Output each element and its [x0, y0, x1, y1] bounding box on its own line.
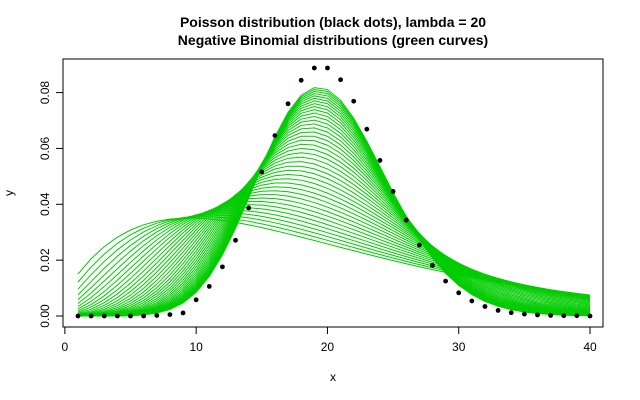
poisson-point	[574, 313, 580, 319]
negbinom-curve	[77, 173, 591, 316]
negbinom-curve	[77, 115, 591, 317]
x-axis-label: x	[330, 370, 336, 384]
negbinom-curve	[77, 131, 591, 317]
negbinom-curve	[77, 152, 591, 317]
y-tick-label: 0.08	[38, 81, 52, 105]
poisson-point	[508, 310, 514, 316]
poisson-point	[101, 313, 107, 319]
x-tick-label: 0	[62, 340, 69, 354]
negbinom-curve	[77, 165, 591, 317]
x-tick-label: 10	[189, 340, 203, 354]
poisson-point	[154, 313, 160, 318]
poisson-point	[285, 101, 291, 107]
chart-title: Poisson distribution (black dots), lambd…	[180, 14, 486, 30]
poisson-point	[233, 237, 238, 243]
negbinom-curve	[77, 123, 591, 317]
poisson-point	[311, 65, 317, 71]
poisson-point	[338, 77, 343, 83]
poisson-points	[75, 65, 593, 319]
y-tick-label: 0.06	[38, 136, 52, 160]
poisson-point	[206, 284, 212, 289]
poisson-point	[128, 313, 133, 319]
poisson-point	[443, 278, 448, 284]
poisson-point	[390, 189, 396, 194]
y-axis-label: y	[2, 190, 16, 196]
negbinom-curve	[77, 143, 591, 317]
negbinom-curve	[77, 156, 591, 317]
x-tick-label: 30	[452, 340, 466, 354]
poisson-point	[403, 217, 409, 223]
poisson-point	[587, 313, 593, 319]
poisson-point	[495, 308, 501, 313]
negbinom-curve	[77, 127, 591, 317]
poisson-point	[456, 290, 462, 296]
negbinom-curve	[77, 161, 591, 317]
poisson-point	[193, 297, 199, 303]
poisson-point	[272, 133, 278, 138]
poisson-point	[521, 311, 527, 317]
negbinom-curve	[77, 178, 591, 316]
negbinom-curve	[77, 169, 591, 317]
poisson-point	[469, 298, 475, 304]
poisson-point	[325, 65, 330, 71]
negbinom-curves	[77, 87, 591, 317]
negbinom-curve	[77, 135, 591, 317]
poisson-point	[430, 263, 435, 268]
poisson-point	[364, 126, 370, 132]
poisson-point	[75, 313, 81, 319]
poisson-point	[548, 313, 554, 318]
poisson-point	[561, 313, 567, 319]
poisson-point	[88, 313, 94, 319]
poisson-point	[416, 242, 422, 248]
negbinom-curve	[77, 186, 591, 315]
y-tick-label: 0.04	[38, 192, 52, 216]
negbinom-curve	[77, 139, 591, 317]
poisson-point	[298, 77, 304, 83]
poisson-point	[482, 304, 488, 309]
poisson-point	[141, 313, 147, 319]
y-axis: 0.00 0.02 0.04 0.06 0.08	[38, 81, 64, 328]
negbinom-curve	[77, 103, 591, 317]
negbinom-curve	[77, 109, 591, 317]
poisson-point	[259, 169, 265, 175]
x-axis: 0 10 20 30 40	[62, 326, 597, 354]
poisson-point	[351, 98, 357, 104]
y-tick-label: 0.00	[38, 304, 52, 328]
negbinom-curve	[78, 87, 591, 317]
negbinom-curve	[77, 106, 591, 317]
poisson-point	[167, 312, 173, 317]
chart-subtitle: Negative Binomial distributions (green c…	[178, 32, 488, 48]
poisson-point	[246, 205, 252, 211]
negbinom-curve	[77, 182, 591, 316]
negbinom-curve	[77, 112, 591, 317]
negbinom-curve	[77, 147, 591, 317]
poisson-point	[220, 264, 225, 270]
x-tick-label: 20	[321, 340, 335, 354]
x-tick-label: 40	[583, 340, 597, 354]
poisson-point	[535, 312, 540, 318]
poisson-point	[180, 310, 186, 316]
poisson-point	[377, 158, 383, 163]
negbinom-curve	[77, 119, 591, 317]
y-tick-label: 0.02	[38, 248, 52, 272]
poisson-point	[114, 313, 120, 319]
